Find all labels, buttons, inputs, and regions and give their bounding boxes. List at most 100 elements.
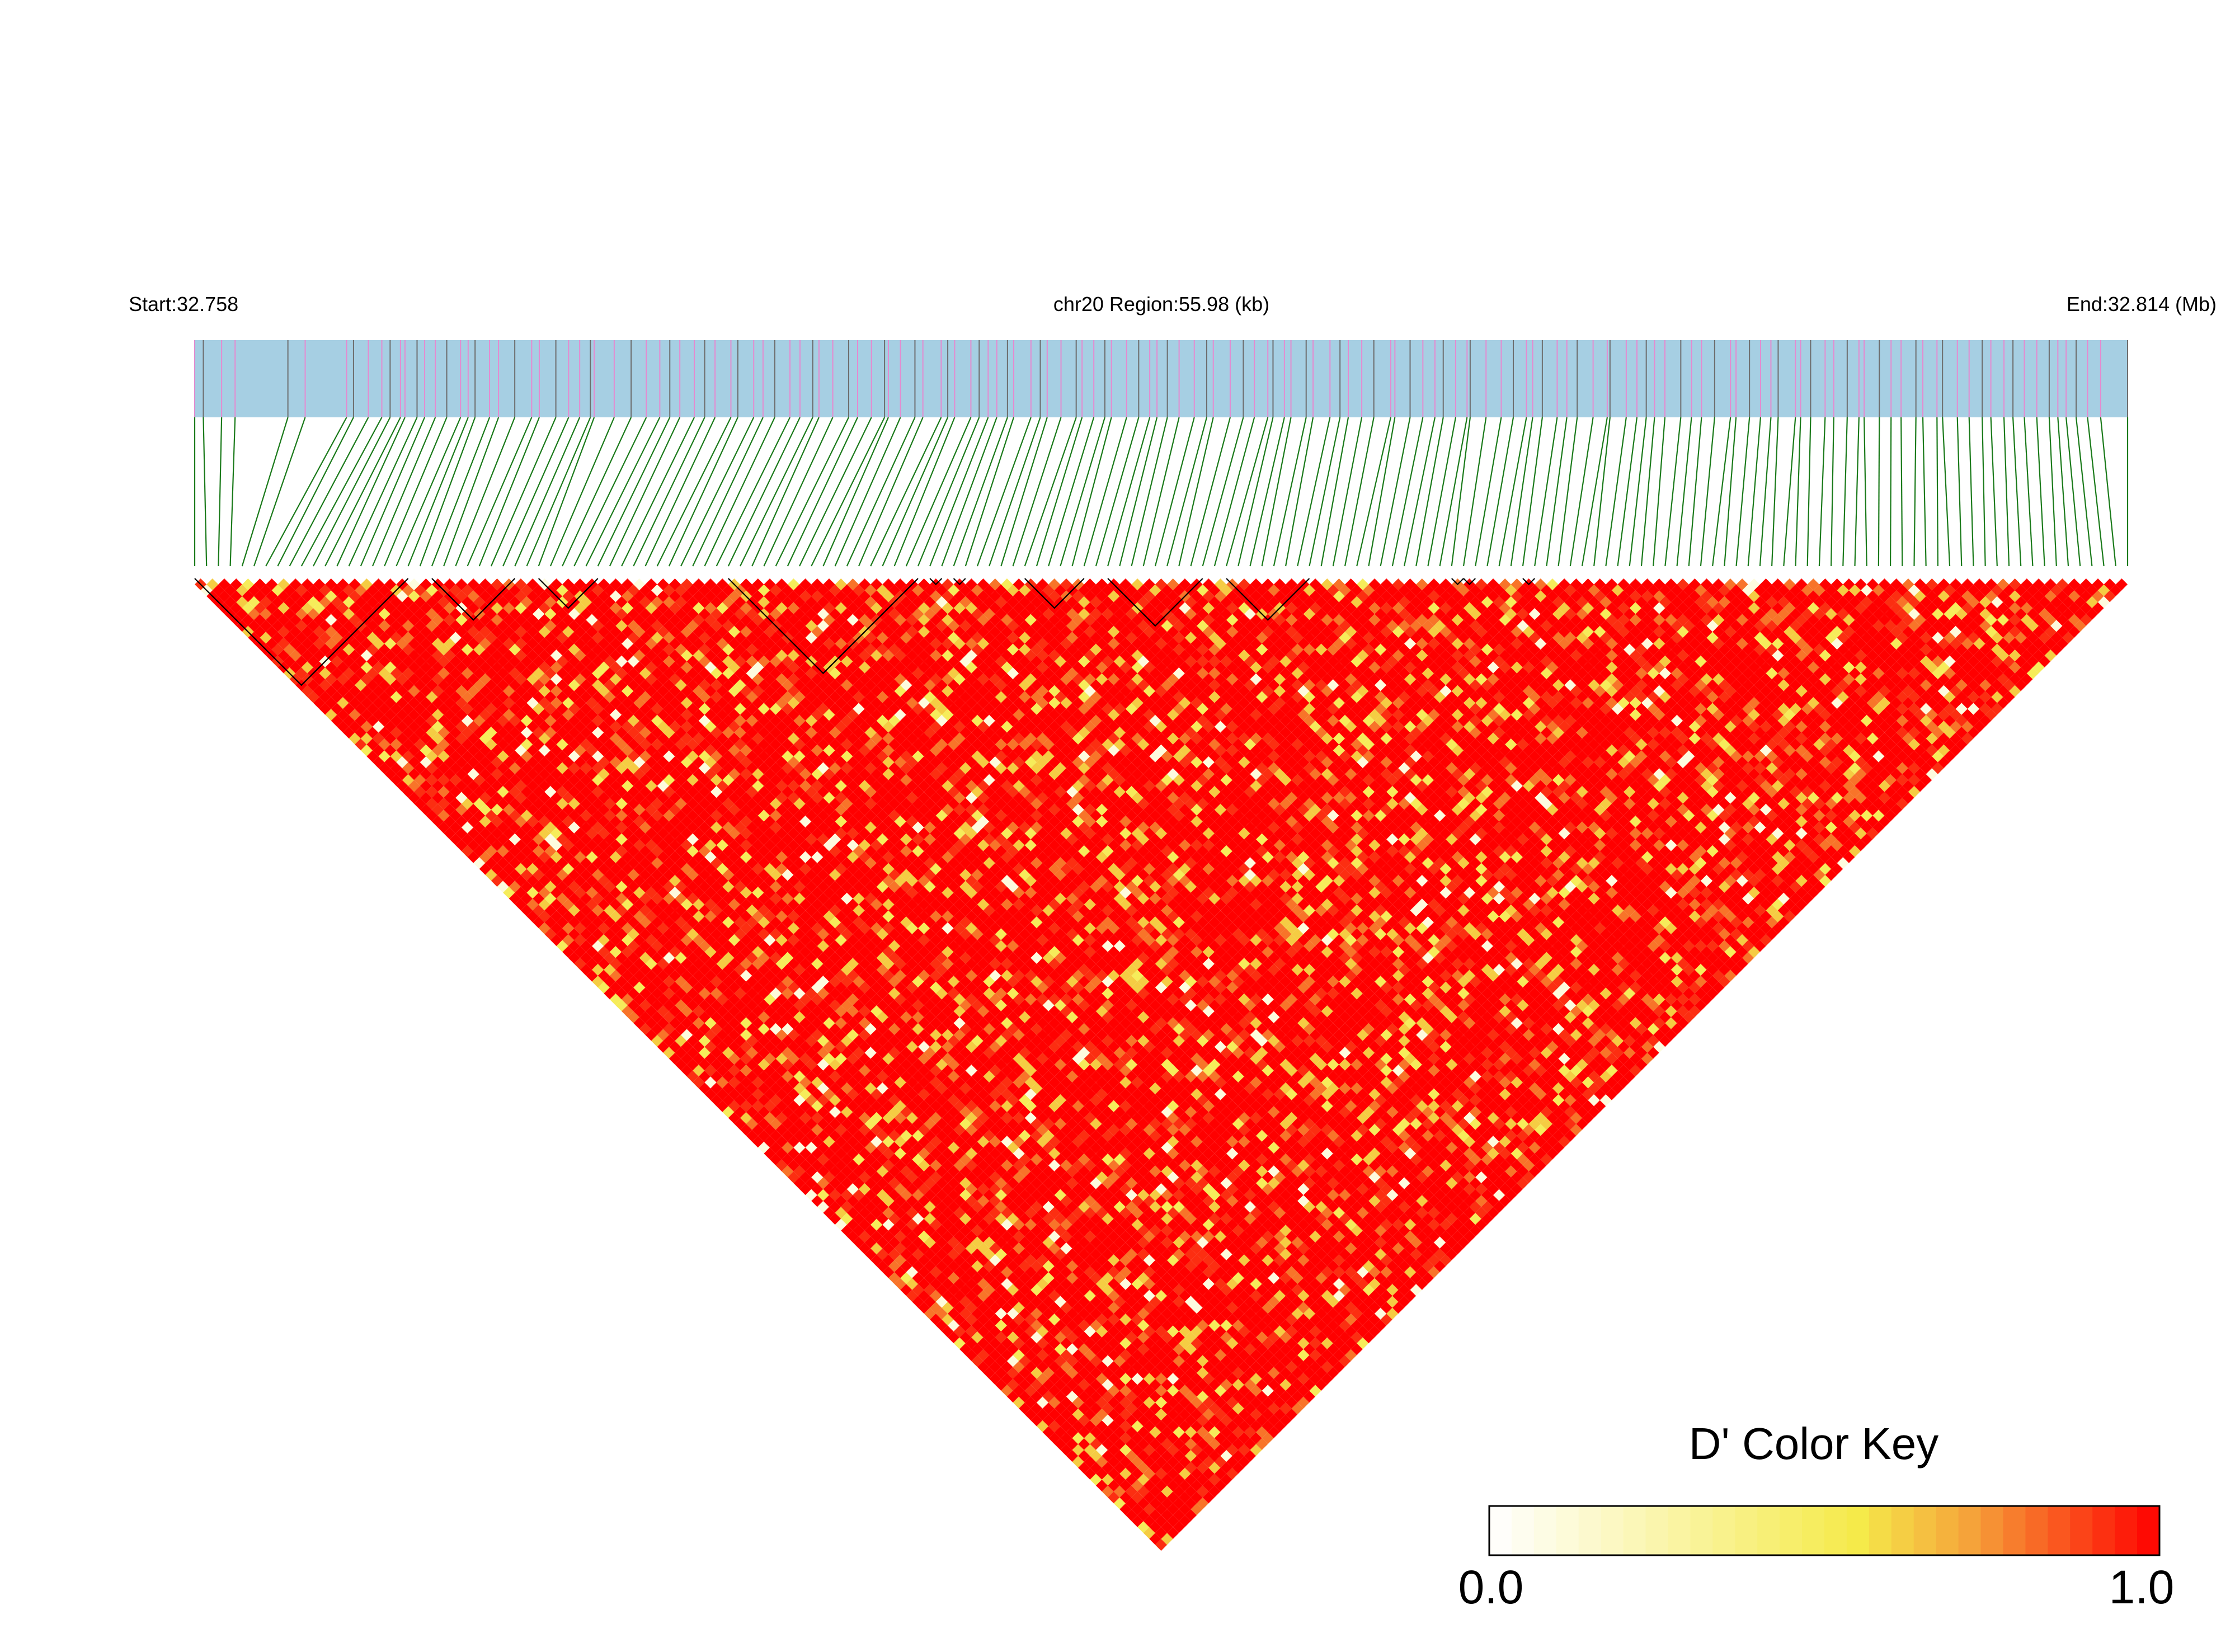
ld-cell — [562, 898, 575, 911]
ld-cell — [888, 1118, 901, 1130]
ld-cell — [740, 1005, 752, 1018]
ld-cell — [693, 1017, 705, 1029]
ld-cell — [390, 703, 402, 715]
ld-cell — [645, 981, 657, 994]
ld-cell — [1125, 1414, 1138, 1427]
ld-cell — [390, 655, 402, 667]
ld-cell — [461, 750, 474, 763]
ld-cell — [1202, 1408, 1215, 1420]
ld-cell — [562, 863, 575, 875]
snp-connector — [1142, 417, 1180, 567]
ld-cell — [935, 1129, 948, 1142]
ld-cell — [342, 667, 355, 680]
snp-connector — [1640, 417, 1655, 567]
ld-cell — [515, 768, 527, 780]
ld-cell — [437, 667, 450, 680]
ld-cell — [366, 643, 379, 656]
ld-cell — [787, 1136, 800, 1148]
ld-cell — [437, 726, 450, 739]
snp-connector — [953, 417, 1008, 567]
ld-cell — [645, 898, 657, 911]
snp-connector — [585, 417, 661, 567]
snp-connector — [514, 417, 581, 567]
ld-cell — [1031, 1378, 1043, 1391]
ld-cell — [562, 756, 575, 769]
ld-cell — [597, 863, 610, 875]
ld-cell — [597, 851, 610, 863]
ld-cell — [935, 1154, 948, 1166]
ld-cell — [485, 833, 497, 845]
snp-connector — [1510, 417, 1533, 567]
ld-cell — [230, 590, 242, 603]
ld-cell — [1078, 1402, 1090, 1415]
ld-cell — [390, 632, 402, 644]
ld-cell — [1078, 1272, 1090, 1284]
snp-connector — [976, 417, 1032, 567]
ld-cell — [787, 1029, 800, 1041]
ld-cell — [597, 839, 610, 851]
snp-connector — [882, 417, 949, 567]
ld-cell — [693, 969, 705, 982]
snp-connector — [1107, 417, 1151, 567]
ld-cell — [1125, 1378, 1138, 1391]
ld-cell — [390, 750, 402, 763]
ld-cell — [390, 667, 402, 680]
snp-connector — [692, 417, 764, 567]
ld-cell — [562, 815, 575, 828]
ld-cell — [414, 726, 426, 739]
ld-cell — [1031, 1402, 1043, 1415]
ld-cell — [983, 1355, 995, 1367]
snp-connector — [870, 417, 942, 567]
snp-connector — [455, 417, 516, 567]
ld-cell — [841, 1070, 853, 1082]
ld-cell — [414, 774, 426, 786]
ld-cell — [841, 1189, 853, 1201]
ld-cell — [461, 726, 474, 739]
snp-connector — [716, 417, 791, 567]
ld-cell — [645, 910, 657, 923]
ld-cell — [342, 608, 355, 620]
ld-cell — [645, 969, 657, 982]
ld-cell — [319, 596, 331, 608]
snp-connector — [203, 417, 208, 567]
ld-cell — [935, 1307, 948, 1320]
ld-cell — [366, 750, 379, 763]
snp-connector — [740, 417, 813, 567]
snp-connector — [1913, 417, 1917, 567]
snp-connector — [2057, 417, 2069, 567]
snp-connector — [1273, 417, 1307, 567]
ld-cell — [693, 946, 705, 958]
snp-connector — [1356, 417, 1392, 567]
snp-connector — [1320, 417, 1349, 567]
ld-cell — [515, 780, 527, 792]
ld-cell — [1125, 1462, 1138, 1474]
ld-cell — [888, 1106, 901, 1118]
ld-cell — [740, 1088, 752, 1100]
ld-cell — [1031, 1343, 1043, 1356]
snp-connector — [1486, 417, 1514, 567]
region-end-label: End:32.814 (Mb) — [2067, 293, 2217, 316]
ld-cell — [1031, 1331, 1043, 1344]
ld-cell — [787, 993, 800, 1006]
ld-cell — [645, 874, 657, 887]
ld-cell — [645, 946, 657, 958]
ld-cell — [1031, 1296, 1043, 1308]
ld-cell — [485, 821, 497, 834]
ld-cell — [693, 1052, 705, 1065]
ld-cell — [485, 714, 497, 727]
ld-cell — [242, 614, 254, 626]
snp-connector — [597, 417, 671, 567]
snp-connector — [1842, 417, 1848, 567]
ld-cell — [693, 874, 705, 887]
ld-cell — [437, 714, 450, 727]
ld-cell — [740, 1029, 752, 1041]
ld-cell — [740, 981, 752, 994]
ld-cell — [740, 1065, 752, 1077]
ld-cell — [538, 887, 550, 899]
ld-cell — [515, 803, 527, 816]
ld-cell — [242, 578, 254, 591]
ld-cell — [597, 922, 610, 934]
ld-cell — [266, 602, 278, 614]
snp-connector — [1653, 417, 1666, 567]
ld-cell — [437, 821, 450, 834]
